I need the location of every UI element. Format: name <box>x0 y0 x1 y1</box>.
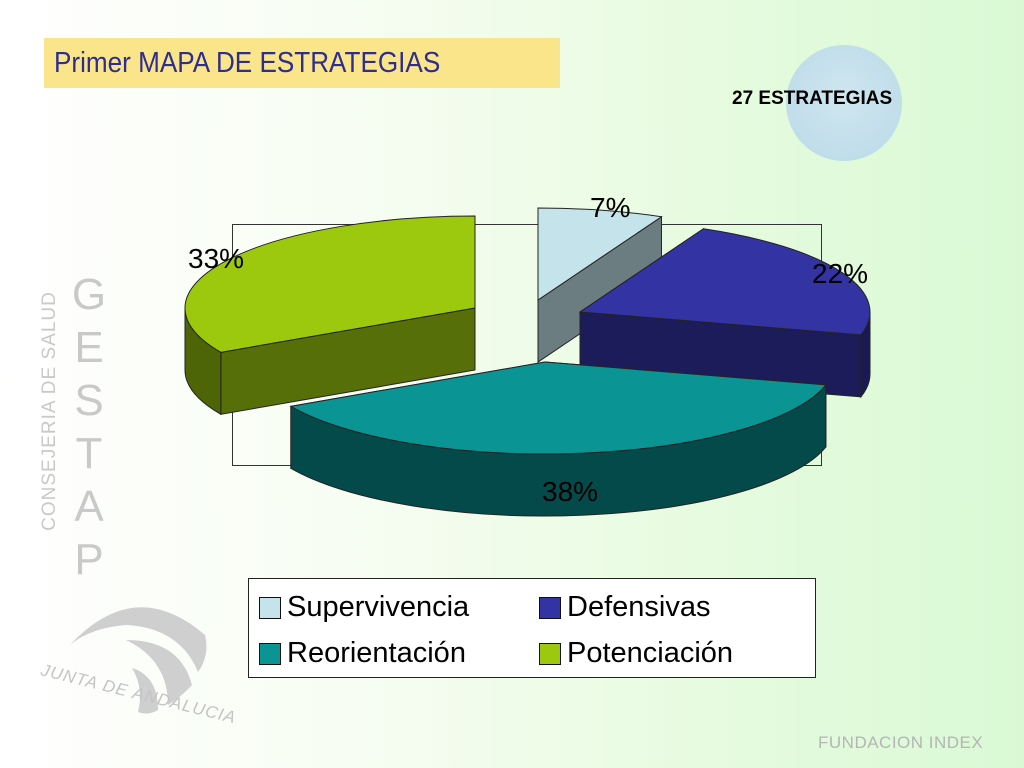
legend-swatch-defensivas <box>539 596 561 619</box>
pie-slice-reorientacion <box>289 361 827 455</box>
gestap-letter-3: T <box>75 429 103 478</box>
legend-swatch-supervivencia <box>259 596 281 619</box>
pie-slice-potenciacion <box>184 215 476 353</box>
title-banner: Primer MAPA DE ESTRATEGIAS <box>44 38 560 88</box>
legend-swatch-reorientacion <box>259 642 281 665</box>
data-label-defensivas: 22% <box>812 258 869 289</box>
data-label-potenciacion: 33% <box>188 243 245 274</box>
legend-label: Reorientación <box>287 637 466 669</box>
gestap-letter-2: S <box>74 376 104 425</box>
pie-slice-defensivas <box>578 228 871 336</box>
pie-slice-supervivencia <box>537 207 663 301</box>
chart-legend: Supervivencia Defensivas Reorientación P… <box>248 578 816 678</box>
legend-label: Potenciación <box>567 637 734 669</box>
data-label-reorientacion: 38% <box>542 476 599 507</box>
legend-item-supervivencia: Supervivencia <box>259 591 469 624</box>
legend-item-potenciacion: Potenciación <box>539 637 733 670</box>
footer-text: FUNDACION INDEX <box>818 733 984 752</box>
decorative-circle <box>786 45 902 161</box>
legend-item-defensivas: Defensivas <box>539 591 710 624</box>
junta-andalucia-logo: JUNTA DE ANDALUCIA <box>38 607 238 727</box>
data-label-supervivencia: 7% <box>590 192 631 223</box>
slide-title: Primer MAPA DE ESTRATEGIAS <box>54 46 441 79</box>
gestap-letter-1: E <box>74 323 104 372</box>
gestap-letter-0: G <box>71 270 107 319</box>
gestap-letter-4: A <box>74 482 104 531</box>
legend-label: Defensivas <box>567 591 711 623</box>
legend-swatch-potenciacion <box>539 642 561 665</box>
legend-label: Supervivencia <box>287 591 470 623</box>
gestap-letter-5: P <box>74 535 104 584</box>
legend-item-reorientacion: Reorientación <box>259 637 466 670</box>
slide-subtitle: 27 ESTRATEGIAS <box>732 88 893 109</box>
